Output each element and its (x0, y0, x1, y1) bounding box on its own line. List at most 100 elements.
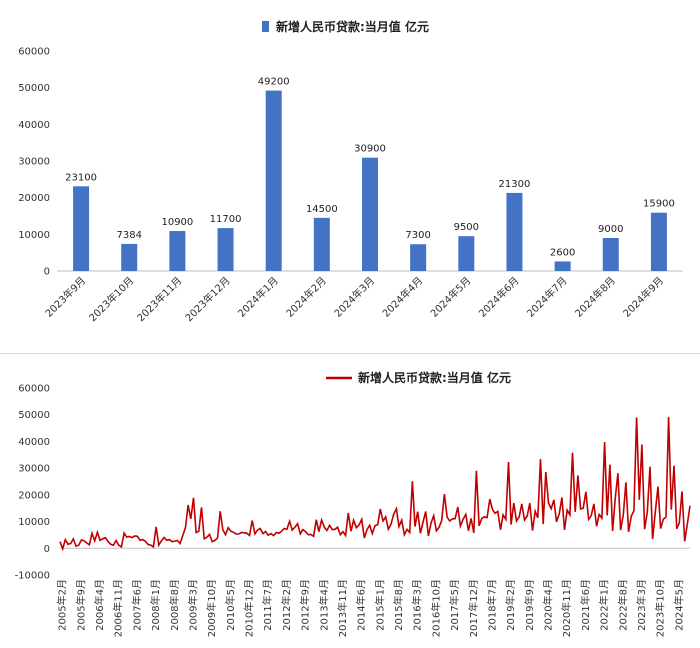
bar-x-tick-label: 2024年2月 (283, 274, 329, 320)
line-x-tick-label: 2016年10月 (429, 579, 442, 637)
line-y-tick-label: -10000 (15, 571, 50, 582)
line-y-tick-label: 20000 (18, 490, 50, 501)
bar-y-tick-label: 0 (44, 267, 50, 278)
bar-x-tick-label: 2024年6月 (476, 274, 522, 320)
line-y-tick-label: 60000 (18, 384, 50, 395)
line-x-tick-labels: 2005年2月 2005年9月 2006年4月 2006年11月 2007年6月 2008… (56, 579, 686, 637)
bar-data-labels: 23100 7384 10900 11700 49200 14500 30900 7300 95… (65, 77, 675, 259)
bar-chart-legend: 新增人民币贷款:当月值 亿元 (262, 19, 429, 34)
line-x-tick-label: 2019年9月 (523, 579, 536, 631)
bar (121, 243, 138, 271)
bar-y-tick-label: 10000 (18, 230, 50, 241)
panel-divider (0, 353, 700, 354)
bar (458, 236, 475, 271)
bar-data-label: 2600 (550, 247, 575, 258)
line-x-tick-label: 2008年8月 (168, 579, 181, 631)
line-x-tick-label: 2017年12月 (467, 579, 480, 637)
bar (265, 90, 282, 271)
line-chart-panel: 新增人民币贷款:当月值 亿元 -10000 0 10000 20000 30000 400… (0, 358, 700, 648)
line-x-tick-label: 2013年11月 (336, 579, 349, 637)
bar (73, 186, 90, 271)
bar-y-tick-label: 20000 (18, 193, 50, 204)
bar (313, 217, 330, 271)
bar-y-tick-label: 60000 (18, 47, 50, 58)
line-x-tick-label: 2006年4月 (93, 579, 106, 631)
bar-y-tick-label: 30000 (18, 157, 50, 168)
bar-x-tick-labels: 2023年9月 2023年10月 2023年11月 2023年12月 2024年1月 20… (42, 274, 666, 324)
bar-data-label: 7384 (117, 230, 142, 241)
bar-x-tick-label: 2023年11月 (134, 274, 184, 324)
bar (362, 157, 378, 271)
line-x-tick-label: 2016年3月 (411, 579, 424, 631)
line-x-tick-label: 2017年5月 (448, 579, 461, 631)
bar-legend-swatch (262, 21, 269, 32)
bar-data-label: 30900 (354, 144, 386, 155)
line-y-tick-labels: -10000 0 10000 20000 30000 40000 50000 60000 (15, 384, 50, 582)
line-x-tick-label: 2012年2月 (280, 579, 293, 631)
bar-x-tick-label: 2023年10月 (86, 274, 136, 324)
line-chart-legend: 新增人民币贷款:当月值 亿元 (326, 370, 511, 385)
bar-data-label: 10900 (161, 217, 193, 228)
bar-data-label: 14500 (306, 204, 338, 215)
bar-x-tick-label: 2024年1月 (235, 274, 281, 320)
line-x-tick-label: 2005年2月 (56, 579, 69, 631)
bar-x-tick-label: 2024年7月 (524, 274, 570, 320)
bar-x-tick-label: 2024年3月 (331, 274, 377, 320)
line-x-tick-label: 2006年11月 (112, 579, 125, 637)
line-x-tick-label: 2023年10月 (654, 579, 667, 637)
bar-y-tick-label: 50000 (18, 83, 50, 94)
line-x-tick-label: 2009年3月 (186, 579, 199, 631)
line-series (59, 416, 691, 552)
bar-x-tick-label: 2024年4月 (379, 274, 425, 320)
line-x-tick-label: 2013年4月 (317, 579, 330, 631)
line-y-tick-label: 50000 (18, 410, 50, 421)
line-x-tick-label: 2019年2月 (504, 579, 517, 631)
bar (602, 238, 619, 271)
bar-data-label: 21300 (499, 179, 531, 190)
line-x-tick-label: 2020年11月 (560, 579, 573, 637)
line-x-tick-label: 2012年9月 (299, 579, 312, 631)
bar-data-label: 11700 (210, 214, 242, 225)
line-x-tick-label: 2008年1月 (149, 579, 162, 631)
line-x-tick-label: 2009年10月 (205, 579, 218, 637)
bar-x-tick-label: 2023年12月 (182, 274, 232, 324)
line-x-tick-label: 2024年5月 (672, 579, 685, 631)
bar-chart: 新增人民币贷款:当月值 亿元 0 10000 20000 30000 40000 5000… (18, 19, 683, 324)
line-chart: 新增人民币贷款:当月值 亿元 -10000 0 10000 20000 30000 400… (15, 370, 691, 637)
bar-data-label: 9000 (598, 224, 623, 235)
bar-chart-title: 新增人民币贷款:当月值 亿元 (276, 19, 429, 34)
bar-data-label: 15900 (643, 199, 675, 210)
bar-y-tick-label: 40000 (18, 120, 50, 131)
line-y-tick-label: 10000 (18, 517, 50, 528)
bar-marks (73, 90, 667, 271)
bar-x-tick-label: 2024年9月 (620, 274, 666, 320)
bar (506, 192, 523, 271)
line-x-tick-label: 2005年9月 (74, 579, 87, 631)
bar-data-label: 9500 (454, 222, 479, 233)
bar-y-tick-labels: 0 10000 20000 30000 40000 50000 60000 (18, 47, 50, 278)
line-chart-title: 新增人民币贷款:当月值 亿元 (358, 370, 511, 385)
line-x-tick-label: 2011年7月 (261, 579, 274, 631)
line-y-tick-label: 30000 (18, 464, 50, 475)
bar-data-label: 23100 (65, 172, 97, 183)
line-x-tick-label: 2021年6月 (579, 579, 592, 631)
line-x-tick-label: 2022年1月 (598, 579, 611, 631)
bar (410, 244, 427, 271)
line-x-tick-label: 2014年6月 (355, 579, 368, 631)
line-x-tick-label: 2010年5月 (224, 579, 237, 631)
line-y-tick-label: 0 (44, 544, 50, 555)
bar (169, 231, 186, 271)
bar-data-label: 49200 (258, 77, 290, 88)
line-x-tick-label: 2020年4月 (542, 579, 555, 631)
line-x-tick-label: 2018年7月 (485, 579, 498, 631)
bar (217, 228, 234, 271)
bar-chart-panel: 新增人民币贷款:当月值 亿元 0 10000 20000 30000 40000 5000… (18, 19, 683, 325)
bar (650, 212, 667, 271)
bar-x-tick-label: 2023年9月 (42, 274, 88, 320)
line-x-tick-label: 2023年3月 (635, 579, 648, 631)
line-x-tick-label: 2015年8月 (392, 579, 405, 631)
line-x-tick-label: 2015年1月 (373, 579, 386, 631)
bar-x-tick-label: 2024年5月 (428, 274, 474, 320)
bar-x-tick-label: 2024年8月 (572, 274, 618, 320)
line-x-tick-label: 2007年6月 (130, 579, 143, 631)
